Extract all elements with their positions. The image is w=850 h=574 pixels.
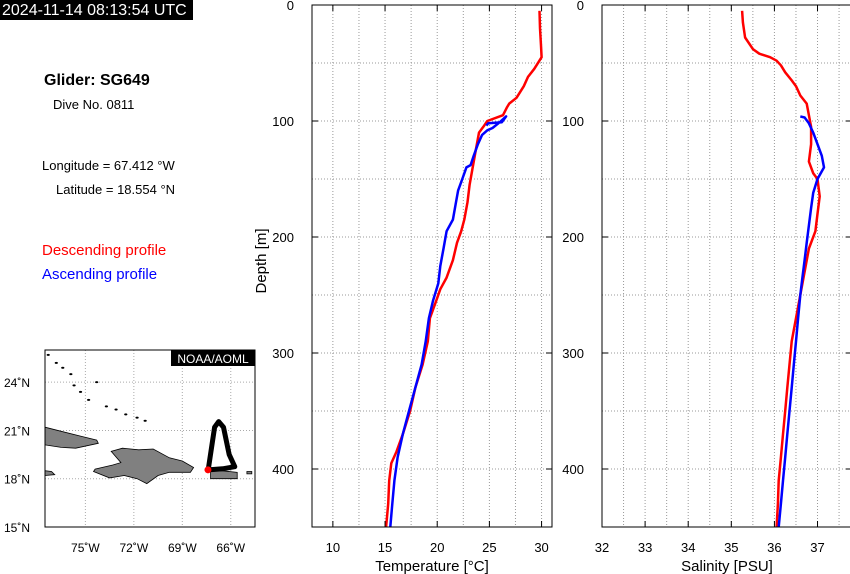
latitude-readout: Latitude = 18.554 °N <box>56 182 176 197</box>
salinity-xtick-label: 32 <box>595 540 609 555</box>
temperature-xtick-label: 15 <box>378 540 392 555</box>
temperature-chart: 0 100 200 300 400 10 15 20 25 30 Temperature [°C] D… <box>253 0 553 574</box>
longitude-readout: Longitude = 67.412 °W <box>42 158 175 173</box>
map-small-island <box>87 398 91 401</box>
map-badge-background <box>171 350 255 366</box>
map-frame <box>44 349 256 528</box>
map-small-island <box>124 413 128 416</box>
temperature-xlabel: Temperature [°C] <box>375 558 489 574</box>
salinity-ytick-label: 100 <box>562 114 584 129</box>
map-small-island <box>61 366 65 369</box>
salinity-ytick-label: 300 <box>562 346 584 361</box>
salinity-ytick-label: 0 <box>577 0 584 13</box>
map-small-island <box>72 384 76 387</box>
salinity-plot-frame <box>601 4 850 528</box>
map-small-island <box>135 416 139 419</box>
temperature-xtick-label: 25 <box>482 540 496 555</box>
salinity-xtick-label: 33 <box>638 540 652 555</box>
salinity-ascending-line <box>777 115 826 528</box>
map-lat-label: 24˚N <box>4 376 30 390</box>
salinity-xtick-label: 36 <box>767 540 781 555</box>
map-land-virgin-islands <box>246 471 253 475</box>
temperature-descending-line <box>384 10 543 528</box>
temperature-xtick-label: 10 <box>326 540 340 555</box>
legend-ascending: Ascending profile <box>42 266 158 283</box>
map-land-cuba <box>44 426 99 449</box>
map-small-island <box>54 361 58 364</box>
map-lon-label: 66˚W <box>216 541 245 555</box>
map-small-island <box>95 381 99 384</box>
salinity-chart: 0 100 200 300 400 32 33 34 35 36 37 Salinity [PSU] <box>562 0 850 574</box>
map-lat-label: 15˚N <box>4 521 30 535</box>
map-badge: NOAA/AOML <box>177 352 249 366</box>
map-small-island <box>143 419 147 422</box>
map-lon-label: 72˚W <box>120 541 149 555</box>
salinity-ytick-label: 200 <box>562 230 584 245</box>
map-lon-label: 69˚W <box>168 541 197 555</box>
temperature-xtick-label: 30 <box>534 540 548 555</box>
temperature-ytick-label: 400 <box>272 462 294 477</box>
map-land-hispaniola <box>92 447 195 485</box>
dive-number: Dive No. 0811 <box>53 97 135 112</box>
glider-name: Glider: SG649 <box>44 72 150 89</box>
map-small-island <box>69 373 73 376</box>
temperature-ylabel: Depth [m] <box>253 228 270 293</box>
salinity-ytick-label: 400 <box>562 462 584 477</box>
map-lat-label: 18˚N <box>4 473 30 487</box>
map-glider-track <box>205 419 238 473</box>
temperature-ytick-label: 200 <box>272 230 294 245</box>
inset-map: NOAA/AOML 24˚N 21˚N 18˚N 15˚N 75˚W 72˚W 69˚W 66˚… <box>4 349 256 555</box>
timestamp: 2024-11-14 08:13:54 UTC <box>0 0 193 20</box>
salinity-descending-line <box>740 10 821 528</box>
temperature-ascending-line <box>389 115 508 528</box>
map-small-island <box>114 408 118 411</box>
map-glider-position-marker <box>204 466 212 474</box>
salinity-xtick-label: 34 <box>681 540 695 555</box>
salinity-xlabel: Salinity [PSU] <box>681 558 773 574</box>
legend-descending: Descending profile <box>42 242 167 259</box>
temperature-ytick-label: 100 <box>272 114 294 129</box>
map-small-island <box>46 353 50 356</box>
temperature-xtick-label: 20 <box>430 540 444 555</box>
map-land-puerto-rico <box>210 470 238 480</box>
map-lon-label: 75˚W <box>71 541 100 555</box>
map-lat-label: 21˚N <box>4 424 30 438</box>
temperature-ytick-label: 0 <box>287 0 294 13</box>
salinity-xtick-label: 37 <box>810 540 824 555</box>
salinity-xtick-label: 35 <box>724 540 738 555</box>
temperature-ytick-label: 300 <box>272 346 294 361</box>
temperature-plot-frame <box>311 4 553 528</box>
map-small-island <box>78 390 83 393</box>
map-small-island <box>104 405 108 408</box>
